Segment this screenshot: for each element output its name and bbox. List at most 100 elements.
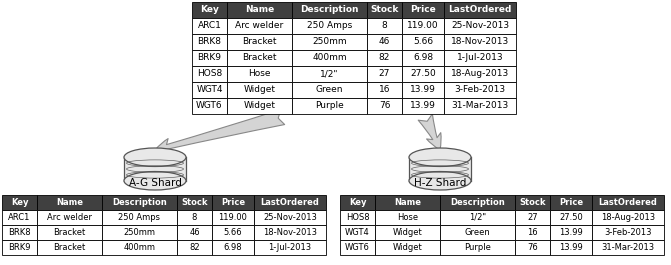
Text: BRK9: BRK9 bbox=[8, 243, 31, 252]
Text: 8: 8 bbox=[192, 213, 197, 222]
Bar bbox=[550, 225, 592, 240]
Bar bbox=[367, 82, 402, 98]
Text: BRK8: BRK8 bbox=[8, 228, 31, 237]
Bar bbox=[402, 2, 444, 18]
Text: 46: 46 bbox=[379, 38, 391, 46]
Text: LastOrdered: LastOrdered bbox=[260, 198, 319, 207]
Bar bbox=[192, 98, 227, 114]
Text: 18-Nov-2013: 18-Nov-2013 bbox=[451, 38, 509, 46]
Bar bbox=[292, 18, 367, 34]
Bar bbox=[292, 50, 367, 66]
Text: Stock: Stock bbox=[370, 6, 399, 15]
Text: WGT4: WGT4 bbox=[196, 86, 223, 95]
Text: A-G Shard: A-G Shard bbox=[129, 178, 181, 188]
Bar bbox=[292, 82, 367, 98]
Bar bbox=[192, 2, 227, 18]
Bar bbox=[177, 240, 212, 255]
Text: Purple: Purple bbox=[315, 101, 344, 111]
Text: Widget: Widget bbox=[244, 86, 276, 95]
Text: BRK9: BRK9 bbox=[197, 54, 221, 63]
Bar bbox=[292, 34, 367, 50]
Text: 27: 27 bbox=[527, 213, 538, 222]
Bar bbox=[402, 34, 444, 50]
Bar bbox=[592, 195, 664, 210]
Bar bbox=[212, 240, 254, 255]
Ellipse shape bbox=[409, 171, 471, 190]
Bar bbox=[440, 210, 515, 225]
Bar bbox=[37, 210, 102, 225]
Bar bbox=[212, 210, 254, 225]
Bar bbox=[192, 18, 227, 34]
Bar bbox=[37, 225, 102, 240]
Text: Description: Description bbox=[300, 6, 359, 15]
Text: Hose: Hose bbox=[397, 213, 418, 222]
Bar bbox=[254, 195, 326, 210]
Text: 3-Feb-2013: 3-Feb-2013 bbox=[454, 86, 505, 95]
Text: 1-Jul-2013: 1-Jul-2013 bbox=[268, 243, 311, 252]
Bar bbox=[192, 50, 227, 66]
Text: 400mm: 400mm bbox=[312, 54, 347, 63]
Text: 13.99: 13.99 bbox=[559, 243, 583, 252]
Bar bbox=[212, 195, 254, 210]
Text: HOS8: HOS8 bbox=[346, 213, 369, 222]
Bar bbox=[375, 225, 440, 240]
Text: Description: Description bbox=[112, 198, 167, 207]
Bar bbox=[340, 210, 375, 225]
Text: WGT4: WGT4 bbox=[345, 228, 370, 237]
Text: WGT6: WGT6 bbox=[196, 101, 223, 111]
Bar bbox=[444, 82, 516, 98]
Text: Arc welder: Arc welder bbox=[236, 21, 284, 30]
Bar bbox=[515, 210, 550, 225]
Text: 400mm: 400mm bbox=[123, 243, 156, 252]
Text: 82: 82 bbox=[189, 243, 200, 252]
Text: 16: 16 bbox=[527, 228, 538, 237]
Text: 31-Mar-2013: 31-Mar-2013 bbox=[452, 101, 509, 111]
Text: Price: Price bbox=[410, 6, 436, 15]
Text: 18-Aug-2013: 18-Aug-2013 bbox=[601, 213, 655, 222]
Bar bbox=[515, 195, 550, 210]
Bar bbox=[2, 195, 37, 210]
Bar bbox=[254, 225, 326, 240]
Bar bbox=[592, 210, 664, 225]
Bar bbox=[444, 98, 516, 114]
Text: Bracket: Bracket bbox=[54, 243, 86, 252]
Text: Key: Key bbox=[11, 198, 28, 207]
Bar bbox=[444, 66, 516, 82]
Text: 250mm: 250mm bbox=[123, 228, 156, 237]
Bar bbox=[102, 195, 177, 210]
Text: Key: Key bbox=[349, 198, 366, 207]
Text: Widget: Widget bbox=[393, 243, 422, 252]
Ellipse shape bbox=[124, 148, 186, 166]
Text: WGT6: WGT6 bbox=[345, 243, 370, 252]
Text: 13.99: 13.99 bbox=[410, 86, 436, 95]
Ellipse shape bbox=[409, 148, 471, 166]
Bar bbox=[37, 195, 102, 210]
Text: Price: Price bbox=[221, 198, 245, 207]
Bar bbox=[227, 98, 292, 114]
Text: 250 Amps: 250 Amps bbox=[307, 21, 352, 30]
Text: Name: Name bbox=[394, 198, 421, 207]
Bar bbox=[375, 210, 440, 225]
Bar bbox=[340, 195, 375, 210]
Bar bbox=[367, 34, 402, 50]
Bar bbox=[192, 66, 227, 82]
Text: 46: 46 bbox=[189, 228, 200, 237]
Bar bbox=[515, 225, 550, 240]
Text: 13.99: 13.99 bbox=[410, 101, 436, 111]
Bar bbox=[340, 225, 375, 240]
Text: HOS8: HOS8 bbox=[197, 69, 222, 78]
Text: 5.66: 5.66 bbox=[223, 228, 242, 237]
Bar bbox=[592, 225, 664, 240]
Bar bbox=[375, 240, 440, 255]
Bar bbox=[515, 240, 550, 255]
Bar bbox=[409, 157, 471, 181]
Bar bbox=[227, 82, 292, 98]
Bar bbox=[102, 210, 177, 225]
Text: 6.98: 6.98 bbox=[413, 54, 433, 63]
Bar bbox=[444, 34, 516, 50]
Text: Name: Name bbox=[56, 198, 83, 207]
Bar bbox=[227, 66, 292, 82]
Text: 76: 76 bbox=[378, 101, 391, 111]
Text: Stock: Stock bbox=[181, 198, 208, 207]
Text: ARC1: ARC1 bbox=[197, 21, 221, 30]
